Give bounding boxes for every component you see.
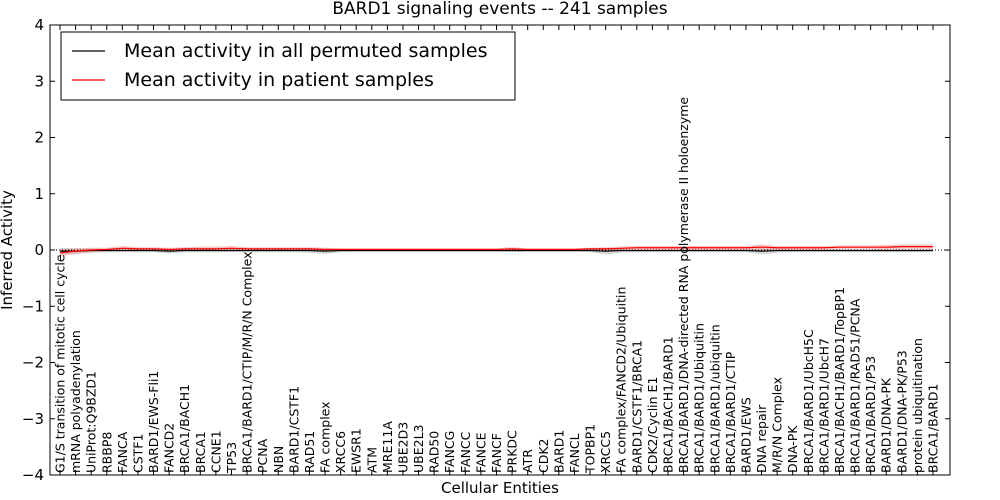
x-category-label: UBE2D3 [395, 422, 410, 473]
x-category-label: BARD1 [551, 430, 566, 473]
x-category-label: BRCA1/BARD1/DNA-directed RNA polymerase … [676, 97, 691, 473]
x-category-label: MRE11A [380, 421, 395, 473]
x-category-label: BRCA1/BARD1/UbcH7 [816, 338, 831, 473]
x-category-label: M/R/N Complex [770, 377, 785, 473]
x-category-label: DNA repair [754, 404, 769, 473]
x-category-label: BRCA1/BARD1/ubiquitin [707, 324, 722, 473]
x-category-label: ATM [364, 447, 379, 473]
y-tick-label: 2 [34, 129, 44, 147]
x-category-label: BRCA1/BARD1/CTIP [723, 351, 738, 473]
x-category-label: BARD1/EWS [738, 397, 753, 473]
x-category-label: BRCA1/BARD1/P53 [863, 356, 878, 473]
x-category-label: EWSR1 [349, 428, 364, 473]
x-category-label: RAD50 [427, 431, 442, 473]
chart-title: BARD1 signaling events -- 241 samples [332, 0, 667, 19]
x-category-label: FANCA [115, 431, 130, 473]
y-tick-label: −2 [22, 354, 44, 372]
x-category-label: ATR [520, 449, 535, 473]
x-category-label: FANCE [473, 432, 488, 473]
x-category-label: protein ubiquitination [910, 338, 925, 473]
x-category-label: NBN [271, 446, 286, 473]
legend-label-patient: Mean activity in patient samples [124, 69, 434, 91]
y-axis-label: Inferred Activity [0, 190, 16, 310]
x-category-label: BRCA1/BARD1/RAD51/PCNA [848, 298, 863, 473]
y-tick-label: 3 [34, 72, 44, 90]
legend-label-permuted: Mean activity in all permuted samples [124, 40, 487, 62]
x-category-label: BARD1/DNA-PK [879, 377, 894, 473]
x-category-label: BARD1/CSTF1 [286, 386, 301, 473]
x-category-label: BRCA1/BARD1/UbcH5C [801, 329, 816, 473]
x-category-label: FA complex [318, 401, 333, 473]
x-category-label: BRCA1/BACH1/BARD1/TopBP1 [832, 287, 847, 473]
series-line-1 [59, 246, 933, 254]
x-category-label: FANCD2 [162, 423, 177, 473]
legend-box [60, 31, 516, 101]
x-category-label: BRCA1/BACH1 [177, 384, 192, 473]
y-axis: −4 −3 −2 −1 0 1 2 3 4 [22, 16, 950, 484]
x-category-label: RAD51 [302, 431, 317, 473]
x-category-label: BRCA1/BARD1 [926, 384, 941, 473]
x-category-label: BRCA1/BACH1/BARD1 [660, 336, 675, 473]
x-axis: G1/S transition of mitotic cell cycle mRN… [53, 25, 941, 475]
x-category-label: BARD1/EWS-Fli1 [146, 371, 161, 473]
y-tick-label: −1 [22, 297, 44, 315]
y-tick-label: 4 [34, 16, 44, 34]
x-category-label: FA complex/FANCD2/Ubiquitin [614, 287, 629, 473]
x-category-label: mRNA polyadenylation [68, 330, 83, 473]
x-category-label: XRCC5 [598, 431, 613, 473]
x-axis-label: Cellular Entities [441, 479, 559, 497]
x-category-label: UBE2L3 [411, 424, 426, 473]
x-category-label: BRCA1/BARD1/Ubiquitin [692, 323, 707, 473]
x-category-label: FANCF [489, 433, 504, 473]
y-tick-label: 1 [34, 185, 44, 203]
y-tick-label: 0 [34, 241, 44, 259]
series-line-0 [60, 249, 933, 252]
x-category-label: BARD1/CSTF1/BRCA1 [629, 340, 644, 473]
x-category-label: CCNE1 [208, 430, 223, 473]
x-category-label: FANCG [442, 431, 457, 473]
series-lines [59, 246, 933, 254]
x-category-label: BARD1/DNA-PK/P53 [894, 350, 909, 473]
x-category-label: UniProt:Q9BZD1 [84, 371, 99, 473]
x-category-label: PRKDC [505, 430, 520, 473]
legend: Mean activity in all permuted samples Me… [60, 31, 516, 101]
x-category-label: DNA-PK [785, 425, 800, 473]
y-tick-label: −4 [22, 466, 44, 484]
x-category-label: BRCA1/BARD1/CTIP/M/R/N Complex [240, 251, 255, 473]
x-category-label: XRCC6 [333, 431, 348, 473]
y-tick-label: −3 [22, 410, 44, 428]
x-category-label: CDK2 [536, 438, 551, 473]
x-category-label: FANCC [458, 431, 473, 473]
x-category-label: G1/S transition of mitotic cell cycle [53, 254, 68, 473]
x-category-label: BRCA1 [193, 431, 208, 473]
x-category-label: TP53 [224, 442, 239, 474]
x-category-label: CDK2/Cyclin E1 [645, 377, 660, 473]
x-category-label: TOPBP1 [583, 424, 598, 474]
x-category-label: CSTF1 [130, 434, 145, 473]
x-category-label: RBBP8 [99, 432, 114, 473]
x-category-label: FANCL [567, 433, 582, 473]
x-category-label: PCNA [255, 438, 270, 473]
